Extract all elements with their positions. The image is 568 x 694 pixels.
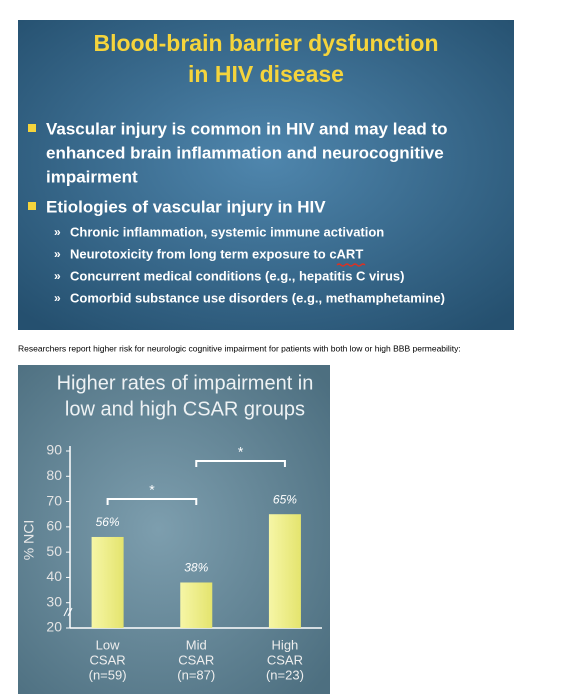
chart: Higher rates of impairment in low and hi…	[18, 365, 330, 694]
value-label: 38%	[184, 561, 208, 575]
sub-bullet-text: Neurotoxicity from long term exposure to…	[70, 246, 363, 261]
y-tick-label: 20	[46, 619, 62, 635]
bar	[91, 536, 124, 628]
chart-title: low and high CSAR groups	[65, 398, 305, 420]
slide-title: in HIV disease	[188, 61, 344, 87]
slide-background	[18, 20, 514, 330]
bullet-text: Vascular injury is common in HIV and may…	[46, 119, 448, 138]
y-tick-label: 80	[46, 467, 62, 483]
x-tick-label: Low	[96, 637, 120, 652]
y-tick-label: 30	[46, 593, 62, 609]
bullet-icon	[28, 202, 36, 210]
chart-title: Higher rates of impairment in	[57, 372, 314, 394]
y-tick-label: 90	[46, 442, 62, 458]
x-tick-label: CSAR	[90, 652, 126, 667]
y-tick-label: 60	[46, 518, 62, 534]
significance-label: *	[238, 444, 244, 460]
value-label: 56%	[96, 515, 120, 529]
sub-bullet-icon: »	[54, 291, 61, 305]
bullet-text: Etiologies of vascular injury in HIV	[46, 197, 326, 216]
y-tick-label: 70	[46, 492, 62, 508]
bullet-text: enhanced brain inflammation and neurocog…	[46, 143, 444, 162]
bullet-icon	[28, 124, 36, 132]
x-tick-label: CSAR	[178, 652, 214, 667]
x-tick-label: (n=87)	[177, 667, 215, 682]
significance-bracket	[106, 498, 198, 505]
sub-bullet-icon: »	[54, 269, 61, 283]
x-tick-label: CSAR	[267, 652, 303, 667]
sub-bullet-icon: »	[54, 225, 61, 239]
slide-title: Blood-brain barrier dysfunction	[93, 30, 438, 56]
bar	[268, 514, 301, 628]
sub-bullet-text: Concurrent medical conditions (e.g., hep…	[70, 268, 404, 283]
y-tick-label: 40	[46, 568, 62, 584]
x-tick-label: (n=23)	[266, 667, 304, 682]
value-label: 65%	[273, 492, 297, 506]
bar	[180, 582, 213, 628]
sub-bullet-text: Chronic inflammation, systemic immune ac…	[70, 224, 384, 239]
significance-bracket	[195, 460, 286, 467]
x-tick-label: High	[272, 637, 299, 652]
x-tick-label: Mid	[186, 637, 207, 652]
sub-bullet-text: Comorbid substance use disorders (e.g., …	[70, 290, 445, 305]
sub-bullet-icon: »	[54, 247, 61, 261]
y-axis-label: % NCI	[21, 520, 37, 560]
caption: Researchers report higher risk for neuro…	[18, 343, 461, 353]
spellcheck-underline	[336, 263, 366, 267]
bullet-text: impairment	[46, 167, 138, 186]
x-tick-label: (n=59)	[89, 667, 127, 682]
slide: Blood-brain barrier dysfunction in HIV d…	[18, 20, 514, 330]
y-tick-label: 50	[46, 543, 62, 559]
significance-label: *	[149, 482, 155, 498]
axis-break	[63, 607, 73, 617]
